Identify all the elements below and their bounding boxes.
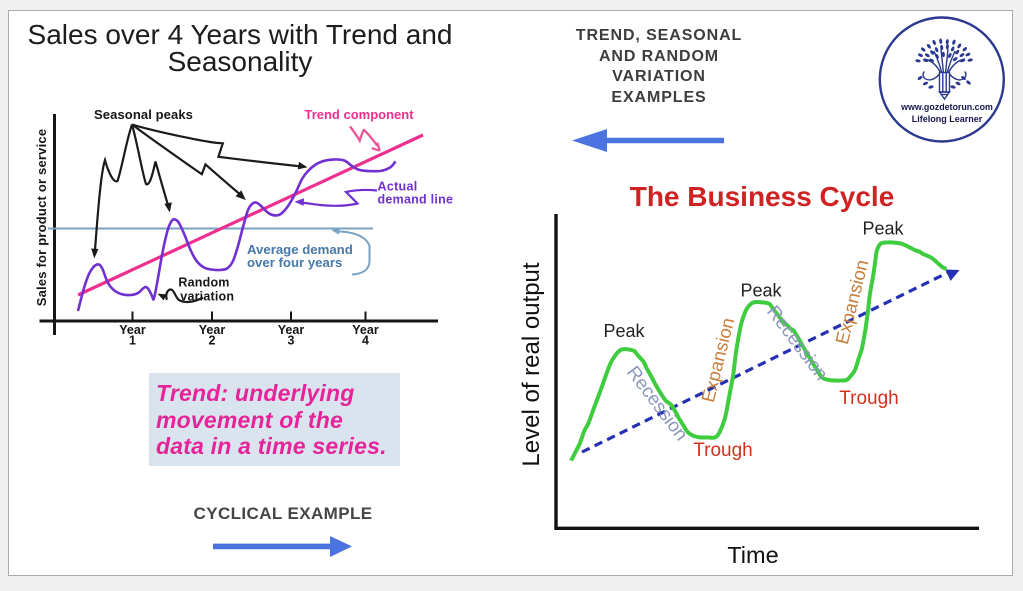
svg-text:Year: Year (119, 323, 146, 337)
svg-text:Recession: Recession (623, 362, 693, 445)
svg-text:Actual: Actual (378, 180, 418, 194)
svg-text:Peak: Peak (862, 219, 904, 239)
svg-text:Time: Time (727, 542, 778, 568)
svg-text:Peak: Peak (603, 321, 645, 341)
svg-text:Year: Year (352, 323, 379, 337)
svg-text:Trough: Trough (839, 388, 899, 409)
svg-text:2: 2 (209, 334, 216, 348)
svg-text:over four years: over four years (247, 255, 342, 270)
svg-text:Level of real output: Level of real output (518, 262, 545, 466)
svg-text:3: 3 (288, 334, 295, 348)
svg-text:Trend component: Trend component (304, 107, 414, 122)
svg-text:1: 1 (129, 334, 136, 348)
svg-text:Average demand: Average demand (247, 242, 353, 257)
svg-text:Peak: Peak (740, 281, 782, 301)
svg-text:4: 4 (362, 334, 369, 348)
svg-text:Lifelong Learner: Lifelong Learner (912, 114, 983, 124)
svg-text:www.gozdetorun.com: www.gozdetorun.com (900, 102, 993, 112)
svg-text:Trough: Trough (693, 440, 753, 461)
svg-text:Year: Year (199, 323, 226, 337)
svg-text:Sales for product or service: Sales for product or service (34, 129, 49, 307)
svg-text:Seasonal peaks: Seasonal peaks (94, 107, 193, 122)
svg-text:demand line: demand line (378, 193, 454, 207)
svg-text:Year: Year (278, 323, 305, 337)
svg-text:variation: variation (180, 290, 234, 304)
svg-text:Random: Random (178, 276, 229, 290)
svg-text:Recession: Recession (763, 301, 833, 384)
